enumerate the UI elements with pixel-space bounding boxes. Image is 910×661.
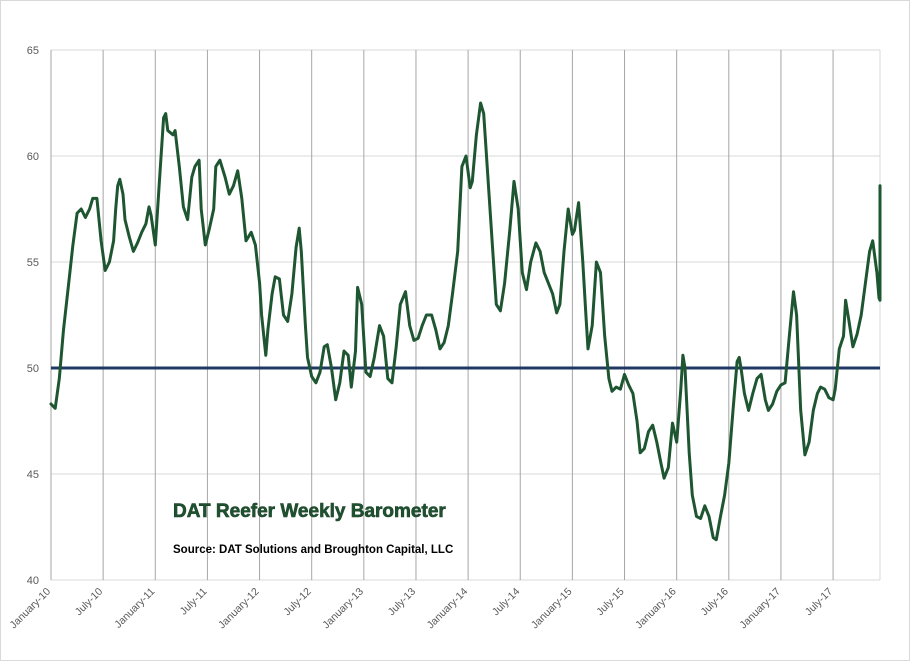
x-tick-label: July-11 (178, 586, 210, 618)
x-tick-label: July-16 (698, 586, 731, 619)
series-line (49, 101, 882, 542)
x-axis-ticks: January-10 July-10 January-11 July-11 Januar… (7, 586, 835, 632)
x-tick-label: July-15 (594, 586, 627, 619)
y-tick-label: 45 (27, 469, 39, 481)
x-tick-label: July-17 (803, 586, 836, 619)
x-tick-label: July-14 (490, 586, 523, 619)
y-tick-label: 40 (27, 575, 39, 587)
y-tick-label: 50 (27, 363, 39, 375)
y-tick-label: 55 (27, 257, 39, 269)
x-tick-label: July-13 (386, 586, 419, 619)
chart-source: Source: DAT Solutions and Broughton Capi… (173, 544, 453, 556)
chart-title: DAT Reefer Weekly Barometer (173, 501, 446, 522)
x-tick-label: January-14 (425, 586, 471, 632)
x-tick-label: July-12 (281, 586, 314, 619)
y-axis-ticks: 40 45 50 55 60 65 (27, 45, 39, 587)
x-tick-label: January-16 (633, 586, 679, 632)
y-tick-label: 65 (27, 45, 39, 57)
x-tick-label: January-17 (737, 586, 783, 632)
x-tick-label: January-15 (529, 586, 575, 632)
x-tick-label: January-11 (112, 586, 157, 631)
x-tick-label: January-13 (320, 586, 366, 632)
x-tick-label: January-12 (216, 586, 262, 632)
series-group (49, 101, 882, 542)
y-tick-label: 60 (27, 151, 39, 163)
x-tick-label: July-10 (73, 586, 106, 619)
x-tick-label: January-10 (7, 586, 53, 632)
